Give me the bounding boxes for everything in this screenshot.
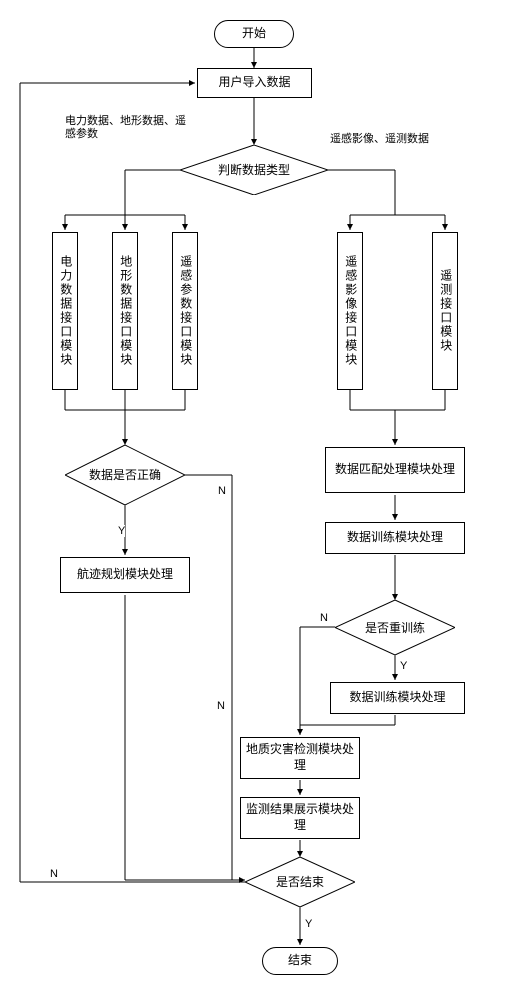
import-label: 用户导入数据 [218,75,290,91]
terrain-if-label: 地形数据接口模块 [117,255,133,367]
decision-data-type: 判断数据类型 [180,145,328,195]
module-terrain-if: 地形数据接口模块 [112,232,138,390]
process-result-show: 监测结果展示模块处理 [240,797,360,839]
decision-retrain-label: 是否重训练 [335,620,455,634]
module-power-if: 电力数据接口模块 [52,232,78,390]
data-match-label: 数据匹配处理模块处理 [335,462,455,478]
decision-is-end-label: 是否结束 [245,875,355,889]
track-plan-label: 航迹规划模块处理 [77,567,173,583]
process-data-train-1: 数据训练模块处理 [325,522,465,554]
decision-data-correct: 数据是否正确 [65,445,185,505]
remote-param-if-label: 遥感参数接口模块 [177,255,193,367]
data-correct-n: N [218,485,226,497]
decision-is-end: 是否结束 [245,857,355,907]
data-train2-label: 数据训练模块处理 [349,690,445,706]
decision-data-type-label: 判断数据类型 [180,163,328,177]
result-show-label: 监测结果展示模块处理 [243,802,357,833]
retrain-n: N [320,612,328,624]
process-data-match: 数据匹配处理模块处理 [325,447,465,493]
decision-retrain: 是否重训练 [335,600,455,655]
process-geo-detect: 地质灾害检测模块处理 [240,737,360,779]
decision-data-correct-label: 数据是否正确 [65,468,185,482]
right-branch-label: 遥感影像、遥测数据 [330,130,470,146]
remote-img-if-label: 遥感影像接口模块 [342,255,358,367]
process-import: 用户导入数据 [197,68,312,98]
data-correct-y: Y [118,525,125,537]
process-data-train-2: 数据训练模块处理 [330,682,465,714]
start-label: 开始 [242,26,266,42]
module-remote-param-if: 遥感参数接口模块 [172,232,198,390]
end-label: 结束 [288,953,312,969]
module-telemetry-if: 遥测接口模块 [432,232,458,390]
mid-n-label: N [217,700,225,712]
telemetry-if-label: 遥测接口模块 [437,269,453,353]
terminator-end: 结束 [262,947,338,975]
module-remote-img-if: 遥感影像接口模块 [337,232,363,390]
geo-detect-label: 地质灾害检测模块处理 [243,742,357,773]
retrain-y: Y [400,660,407,672]
terminator-start: 开始 [214,20,294,48]
is-end-y: Y [305,918,312,930]
data-train1-label: 数据训练模块处理 [347,530,443,546]
left-branch-label: 电力数据、地形数据、遥感参数 [65,115,195,141]
process-track-plan: 航迹规划模块处理 [60,557,190,593]
is-end-n: N [50,868,58,880]
power-if-label: 电力数据接口模块 [57,255,73,367]
